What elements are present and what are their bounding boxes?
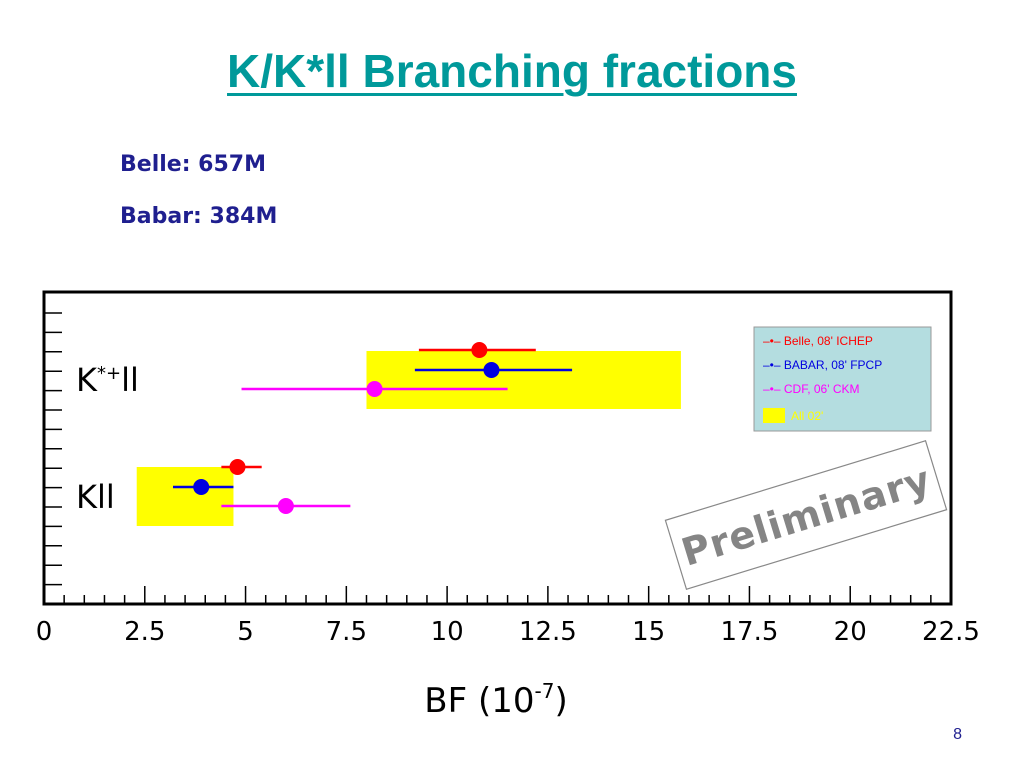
x-axis-ticks: 0 2.5 5 7.5 10 12.5 15 17.5 20 22.5 [36, 586, 980, 647]
series-layer [172, 342, 573, 514]
x-tick-label: 22.5 [922, 617, 980, 647]
x-tick-label: 5 [237, 617, 254, 647]
x-axis-label: BF (10-7) [424, 679, 567, 721]
data-point [366, 381, 383, 397]
data-point [193, 479, 210, 495]
x-tick-label: 10 [431, 617, 464, 647]
x-tick-label: 0 [36, 617, 53, 647]
data-point [277, 498, 294, 514]
band-kstar-ll [366, 351, 681, 409]
x-tick-label: 7.5 [326, 617, 367, 647]
legend-swatch-band [763, 408, 785, 423]
x-tick-label: 20 [834, 617, 867, 647]
babar-statistic: Babar: 384M [120, 204, 278, 229]
band-k-ll [136, 467, 234, 526]
category-labels: K*+ll Kll [76, 361, 139, 516]
legend-entry: –•– Belle, 08' ICHEP [763, 334, 873, 348]
legend: –•– Belle, 08' ICHEP –•– BABAR, 08' FPCP –… [763, 334, 882, 423]
category-label: Kll [76, 478, 115, 516]
slide-title: K/K*ll Branching fractions [227, 45, 797, 97]
x-tick-label: 2.5 [124, 617, 165, 647]
band-layer [136, 351, 681, 526]
y-axis-ticks [44, 312, 62, 586]
page-number: 8 [953, 726, 962, 743]
x-tick-label: 12.5 [519, 617, 577, 647]
legend-entry: All 02' [791, 409, 823, 423]
legend-entry: –•– CDF, 06' CKM [763, 382, 860, 396]
x-axis-label-exponent: -7 [535, 679, 555, 703]
data-point [483, 362, 500, 378]
x-tick-label: 15 [632, 617, 665, 647]
legend-entry: –•– BABAR, 08' FPCP [763, 358, 882, 372]
x-axis-label-close: ) [554, 681, 567, 721]
category-label: K*+ll [76, 361, 139, 399]
preliminary-stamp-box [664, 440, 948, 590]
x-axis-label-text: BF (10 [424, 681, 534, 721]
data-point [229, 459, 246, 475]
x-tick-label: 17.5 [720, 617, 778, 647]
data-point [471, 342, 488, 358]
belle-statistic: Belle: 657M [120, 152, 266, 177]
